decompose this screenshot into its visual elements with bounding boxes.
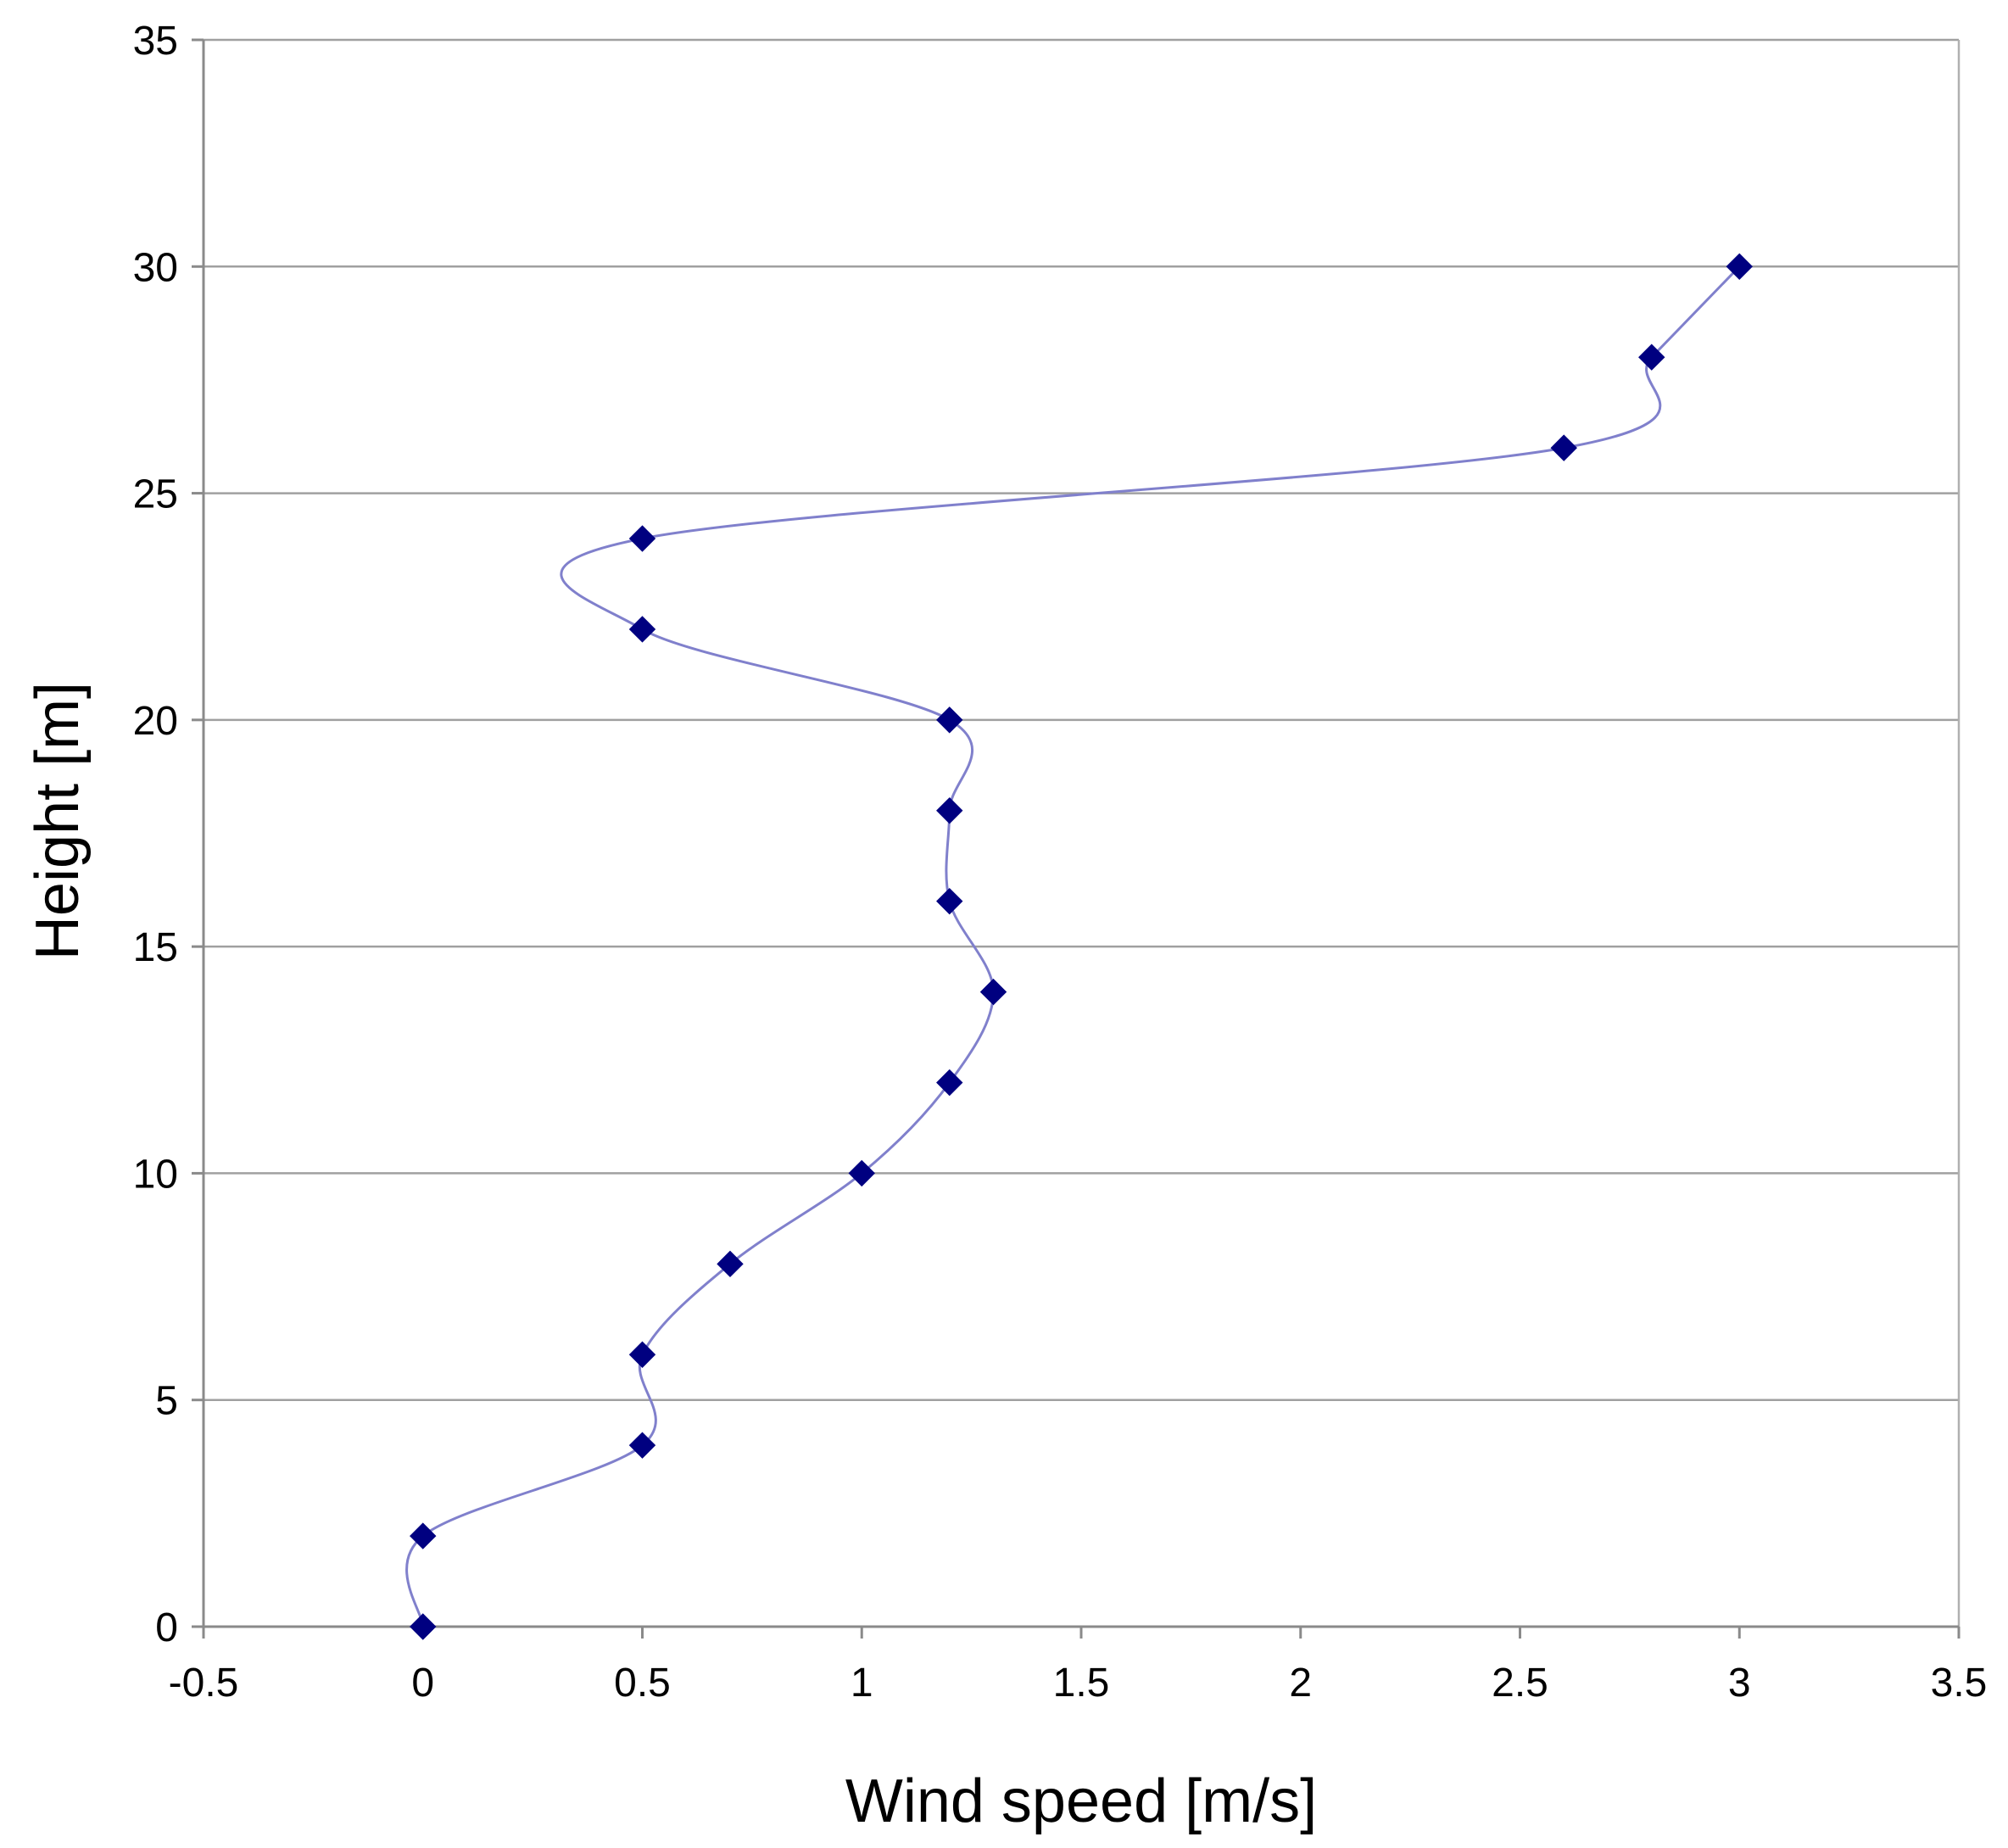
- x-axis-title: Wind speed [m/s]: [845, 1767, 1317, 1835]
- data-point-marker: [410, 1613, 437, 1640]
- data-point-marker: [848, 1159, 875, 1187]
- y-tick-label: 35: [133, 19, 178, 64]
- data-point-marker: [936, 797, 963, 824]
- x-tick-label: -0.5: [169, 1661, 239, 1706]
- x-tick-label: 2: [1289, 1661, 1312, 1706]
- data-point-marker: [1726, 253, 1753, 280]
- horizontal-gridlines: [204, 38, 1959, 1628]
- x-tick-label: 0: [411, 1661, 434, 1706]
- data-point-marker: [979, 978, 1007, 1006]
- y-tick-label: 15: [133, 925, 178, 970]
- y-axis-title: Height [m]: [24, 682, 92, 960]
- y-tick-label: 30: [133, 245, 178, 290]
- data-point-marker: [936, 1069, 963, 1097]
- x-tick-label: 3: [1728, 1661, 1751, 1706]
- plot-frame: [202, 40, 1961, 1628]
- data-point-marker: [410, 1522, 437, 1549]
- y-axis-tick-labels: 0 5 10 15 20 25 30 35: [133, 19, 178, 1650]
- y-tick-label: 5: [155, 1379, 178, 1424]
- data-point-marker: [936, 887, 963, 915]
- y-tick-label: 20: [133, 699, 178, 744]
- data-point-marker: [1550, 434, 1577, 461]
- x-tick-label: 0.5: [614, 1661, 671, 1706]
- series-markers: [410, 253, 1753, 1640]
- y-tick-label: 0: [155, 1605, 178, 1650]
- y-tick-label: 10: [133, 1152, 178, 1197]
- data-point-marker: [1638, 343, 1665, 371]
- data-point-marker: [628, 1432, 656, 1459]
- x-tick-label: 2.5: [1492, 1661, 1548, 1706]
- x-tick-label: 3.5: [1931, 1661, 1988, 1706]
- x-tick-label: 1: [851, 1661, 873, 1706]
- y-tick-label: 25: [133, 472, 178, 517]
- data-point-marker: [936, 706, 963, 734]
- x-axis-tick-labels: -0.5 0 0.5 1 1.5 2 2.5 3 3.5: [169, 1661, 1988, 1706]
- data-point-marker: [628, 525, 656, 552]
- data-point-marker: [717, 1250, 744, 1278]
- x-tick-label: 1.5: [1053, 1661, 1110, 1706]
- data-point-marker: [628, 1341, 656, 1368]
- data-point-marker: [628, 616, 656, 643]
- axis-ticks: [192, 38, 1961, 1639]
